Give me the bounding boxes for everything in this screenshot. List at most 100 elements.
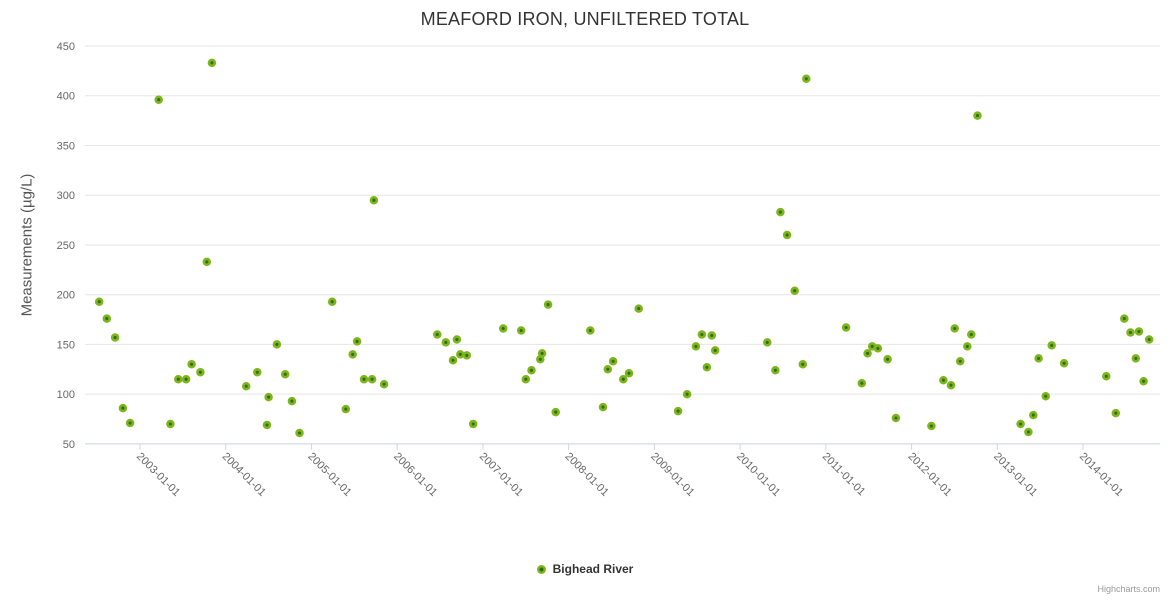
data-point[interactable] [462,351,472,360]
data-point[interactable] [207,58,217,68]
data-point[interactable] [516,326,526,335]
data-point[interactable] [802,74,811,84]
data-point[interactable] [1126,328,1135,337]
data-point[interactable] [1134,327,1144,336]
data-point[interactable] [790,286,799,295]
data-point[interactable] [697,330,707,339]
data-point[interactable] [348,350,357,359]
data-point[interactable] [253,368,262,377]
data-point[interactable] [1024,427,1033,437]
credits-link[interactable]: Highcharts.com [1097,584,1160,594]
data-point[interactable] [782,230,792,240]
data-point[interactable] [619,374,628,384]
data-point[interactable] [287,396,297,406]
data-point[interactable] [691,342,701,351]
data-point[interactable] [110,333,120,342]
data-point[interactable] [1131,354,1141,363]
data-point[interactable] [125,418,135,428]
data-point[interactable] [967,330,976,339]
data-point[interactable] [863,349,872,358]
data-point[interactable] [586,326,595,335]
data-point[interactable] [341,404,351,414]
data-point[interactable] [598,402,608,412]
data-point[interactable] [118,403,128,413]
y-axis-label: 300 [57,190,75,202]
data-point[interactable] [603,365,613,374]
data-point[interactable] [771,366,780,375]
y-axis-label: 450 [57,41,75,53]
data-point[interactable] [883,355,892,364]
x-axis-label: 2014-01-01 [1077,451,1125,499]
data-point[interactable] [927,421,936,431]
data-point[interactable] [1029,410,1038,420]
data-point[interactable] [891,413,901,423]
data-point[interactable] [154,95,163,104]
data-point[interactable] [352,337,362,346]
data-point[interactable] [702,363,712,372]
data-point[interactable] [196,368,205,377]
data-point[interactable] [537,349,547,358]
data-point[interactable] [707,331,717,340]
data-point[interactable] [327,297,337,306]
data-point[interactable] [1102,372,1111,381]
data-point[interactable] [1139,376,1148,386]
data-point[interactable] [543,300,553,309]
data-point[interactable] [963,342,972,351]
data-point[interactable] [521,374,531,384]
data-point[interactable] [456,350,465,359]
data-point[interactable] [359,374,369,384]
data-point[interactable] [710,346,720,355]
data-point[interactable] [433,330,442,339]
data-point[interactable] [1144,335,1154,344]
data-point[interactable] [452,335,462,344]
data-point[interactable] [634,304,643,313]
data-point[interactable] [946,380,956,390]
legend-item-bighead-river[interactable]: Bighead River [0,562,1170,576]
data-point[interactable] [379,379,389,389]
data-point[interactable] [1111,408,1121,418]
data-point[interactable] [551,407,560,417]
data-point[interactable] [682,389,692,399]
data-point[interactable] [262,420,272,430]
data-point[interactable] [841,323,851,332]
data-point[interactable] [166,419,175,429]
data-point[interactable] [94,297,104,306]
data-point[interactable] [608,357,618,366]
x-axis-label: 2011-01-01 [820,451,868,499]
data-point[interactable] [763,338,772,347]
data-point[interactable] [295,428,304,438]
data-point[interactable] [174,374,183,384]
data-point[interactable] [873,344,883,353]
data-point[interactable] [673,406,683,416]
data-point[interactable] [241,381,251,391]
data-point[interactable] [776,207,785,217]
data-point[interactable] [857,378,867,388]
data-point[interactable] [202,257,212,267]
data-point[interactable] [1016,419,1025,429]
data-point[interactable] [441,338,451,347]
data-point[interactable] [369,195,379,205]
data-point[interactable] [1034,354,1043,363]
data-point[interactable] [1059,359,1069,368]
legend-label: Bighead River [552,562,634,576]
data-point[interactable] [187,360,196,369]
data-point[interactable] [272,340,282,349]
data-point[interactable] [468,419,478,429]
data-point[interactable] [973,111,982,120]
data-point[interactable] [798,360,808,369]
data-point[interactable] [527,366,536,375]
data-point[interactable] [367,374,377,384]
data-point[interactable] [950,324,959,333]
data-point[interactable] [1041,391,1050,401]
data-point[interactable] [280,370,290,379]
data-point[interactable] [955,357,965,366]
data-point[interactable] [181,374,191,384]
data-point[interactable] [939,375,948,385]
data-point[interactable] [1047,341,1056,350]
data-point[interactable] [102,314,112,323]
data-point[interactable] [448,356,458,365]
data-point[interactable] [624,369,634,378]
data-point[interactable] [498,324,508,333]
data-point[interactable] [1120,314,1129,323]
data-point[interactable] [264,392,273,402]
